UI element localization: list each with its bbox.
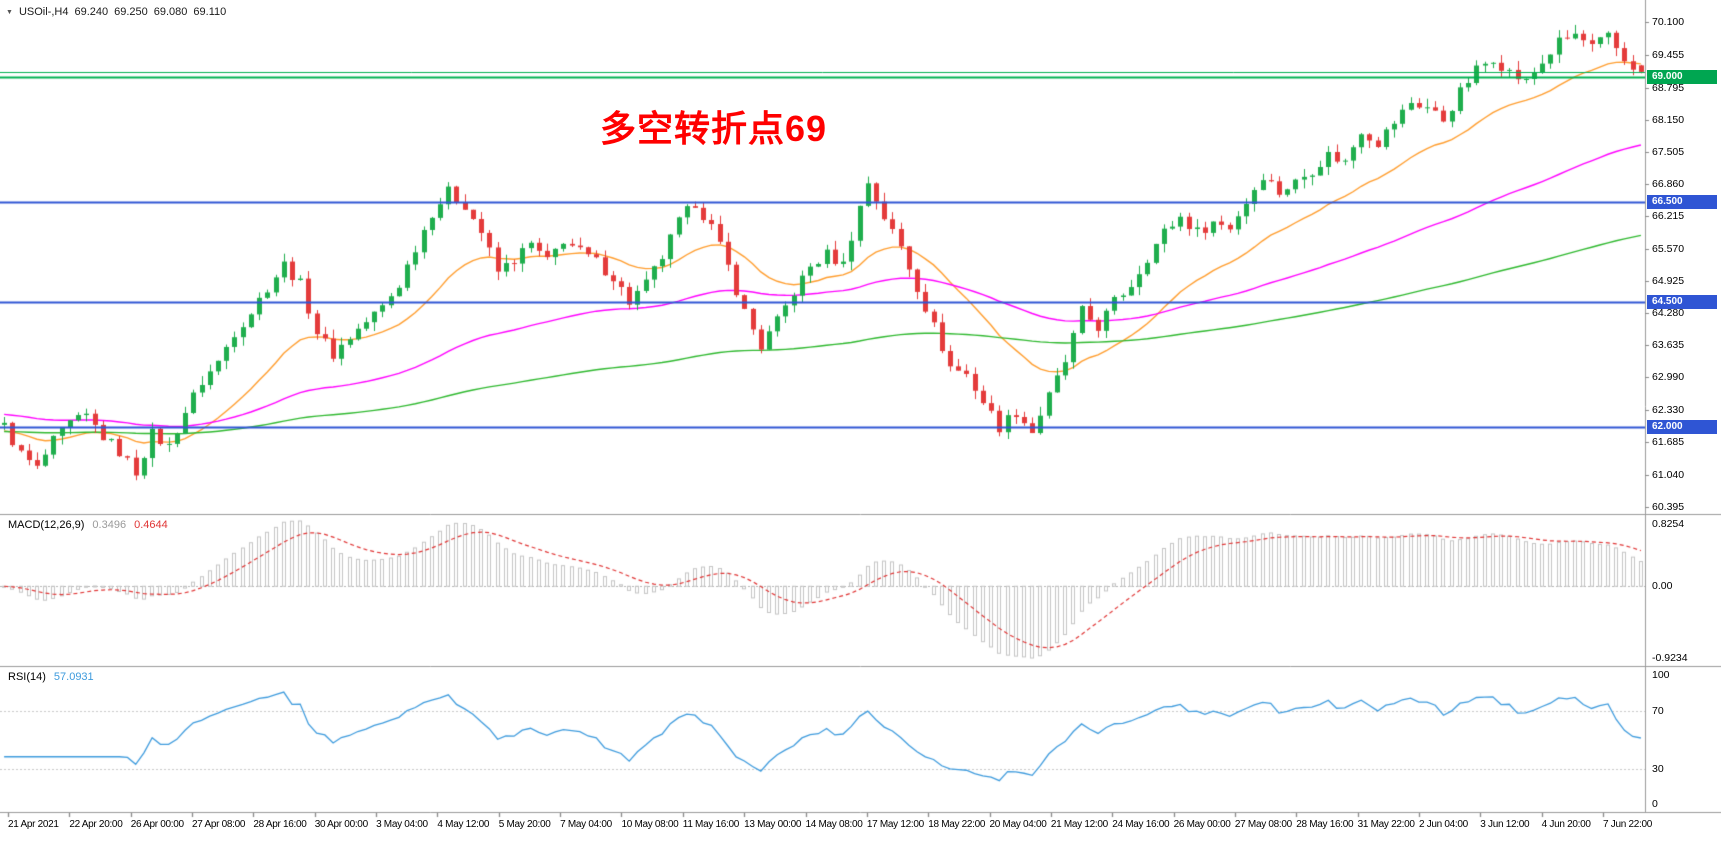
- time-axis-label: 27 May 08:00: [1234, 819, 1292, 830]
- collapse-chart-icon[interactable]: ▼: [6, 8, 13, 16]
- quote-close: 69.110: [193, 6, 227, 18]
- time-axis-label: 5 May 20:00: [498, 819, 551, 830]
- chart-annotation-text: 多空转折点69: [600, 108, 828, 149]
- time-axis-label: 31 May 22:00: [1357, 819, 1415, 830]
- price-axis-label: 61.040: [1652, 468, 1685, 481]
- price-axis-label: 62.330: [1652, 404, 1685, 417]
- time-axis-label: 11 May 16:00: [682, 819, 740, 830]
- macd-scale-label: -0.9234: [1652, 652, 1688, 664]
- time-axis-label: 17 May 12:00: [866, 819, 924, 830]
- price-axis-label: 61.685: [1652, 436, 1685, 449]
- rsi-scale-label: 70: [1652, 704, 1664, 717]
- quote-low: 69.080: [153, 6, 188, 18]
- price-axis-label: 60.395: [1652, 500, 1685, 513]
- symbol-title: USOil-,H4: [18, 6, 69, 18]
- macd-panel[interactable]: [0, 515, 1645, 666]
- time-axis-label: 13 May 00:00: [744, 819, 802, 830]
- price-axis-label: 62.990: [1652, 371, 1685, 384]
- price-axis-label: 66.860: [1652, 178, 1685, 191]
- time-axis-label: 7 May 04:00: [560, 819, 612, 830]
- price-axis-label: 63.635: [1652, 339, 1685, 352]
- price-axis-label: 67.505: [1652, 145, 1685, 158]
- quote-high: 69.250: [114, 6, 148, 18]
- macd-scale-label: 0.8254: [1652, 518, 1685, 530]
- time-axis-label: 20 May 04:00: [989, 819, 1047, 830]
- time-axis-label: 21 Apr 2021: [8, 819, 59, 830]
- rsi-scale-label: 100: [1652, 669, 1670, 681]
- rsi-scale-label: 30: [1652, 762, 1664, 775]
- time-axis-label: 7 Jun 22:00: [1603, 819, 1652, 830]
- rsi-value: 57.0931: [53, 671, 94, 683]
- price-tag: 64.500: [1647, 294, 1717, 309]
- price-axis-label: 65.570: [1652, 242, 1685, 255]
- time-axis-label: 24 May 16:00: [1112, 819, 1170, 830]
- price-axis-label: 70.100: [1652, 16, 1685, 29]
- price-tag: 69.000: [1647, 70, 1717, 85]
- macd-indicator-label: MACD(12,26,9) 0.3496 0.4644: [8, 519, 168, 531]
- rsi-indicator-label: RSI(14) 57.0931: [8, 671, 94, 683]
- macd-scale-label: 0.00: [1652, 580, 1673, 593]
- time-axis-label: 3 Jun 12:00: [1480, 819, 1530, 830]
- rsi-panel[interactable]: [0, 667, 1645, 812]
- time-axis-label: 28 May 16:00: [1296, 819, 1354, 830]
- price-axis-label: 66.215: [1652, 210, 1685, 223]
- quote-open: 69.240: [74, 6, 109, 18]
- macd-value-signal: 0.4644: [134, 519, 168, 531]
- macd-name: MACD(12,26,9): [8, 519, 85, 531]
- time-axis-label: 26 May 00:00: [1173, 819, 1231, 830]
- price-axis-label: 64.925: [1652, 274, 1685, 287]
- price-axis-label: 68.795: [1652, 81, 1685, 94]
- time-axis-label: 28 Apr 16:00: [253, 819, 307, 830]
- time-axis-label: 2 Jun 04:00: [1418, 819, 1468, 830]
- price-axis-label: 68.150: [1652, 113, 1685, 126]
- time-axis-label: 14 May 08:00: [805, 819, 863, 830]
- symbol-bar: ▼ USOil-,H4 69.240 69.250 69.080 69.110: [6, 6, 226, 18]
- time-axis-label: 3 May 04:00: [376, 819, 428, 830]
- time-axis-label: 26 Apr 00:00: [130, 819, 184, 830]
- time-axis-label: 10 May 08:00: [621, 819, 679, 830]
- price-tag: 62.000: [1647, 419, 1717, 434]
- price-axis-label: 64.280: [1652, 306, 1685, 319]
- time-axis-label: 21 May 12:00: [1050, 819, 1108, 830]
- macd-value-main: 0.3496: [92, 519, 127, 531]
- time-axis-label: 4 Jun 20:00: [1541, 819, 1591, 830]
- price-tag: 66.500: [1647, 195, 1717, 210]
- rsi-scale-label: 0: [1652, 798, 1658, 810]
- time-axis-label: 22 Apr 20:00: [69, 819, 123, 830]
- rsi-name: RSI(14): [8, 671, 46, 683]
- time-axis-label: 30 Apr 00:00: [314, 819, 368, 830]
- price-axis-label: 69.455: [1652, 48, 1685, 61]
- time-axis-label: 27 Apr 08:00: [192, 819, 246, 830]
- time-axis-label: 4 May 12:00: [437, 819, 490, 830]
- time-axis-label: 18 May 22:00: [928, 819, 986, 830]
- main-chart-panel[interactable]: [0, 0, 1645, 514]
